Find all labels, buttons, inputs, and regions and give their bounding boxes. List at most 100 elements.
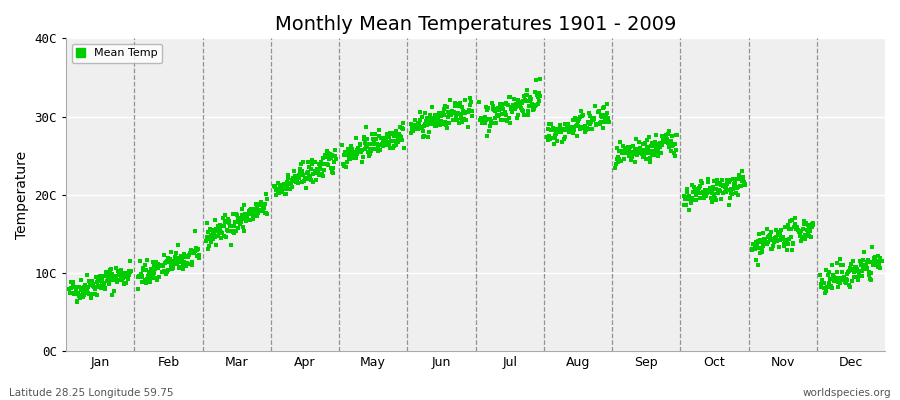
Point [425,114,439,121]
Point [614,158,628,164]
Point [593,113,608,119]
Point [515,99,529,106]
Point [446,108,461,115]
Point [724,190,739,197]
Point [635,147,650,153]
Point [258,191,273,198]
Point [491,113,505,119]
Point [865,259,879,265]
Point [836,261,850,268]
Point [71,293,86,299]
Point [248,206,262,212]
Point [783,218,797,224]
Point [114,277,129,284]
Point [461,109,475,115]
Point [323,165,338,171]
Point [646,148,661,154]
Point [737,179,751,185]
Point [438,119,453,125]
Point [492,112,507,118]
Point [303,166,318,172]
Point [786,239,800,246]
Point [444,112,458,118]
Point [867,255,881,262]
Point [777,243,791,249]
Point [644,148,659,154]
Point [703,188,717,194]
Point [722,202,736,208]
Point [680,196,695,202]
Point [172,264,186,271]
Point [272,186,286,193]
Point [422,114,436,121]
Point [250,205,265,212]
Point [315,173,329,179]
Point [356,136,371,142]
Point [166,258,181,264]
Point [80,272,94,278]
Point [564,127,579,134]
Point [414,114,428,120]
Point [112,270,127,276]
Point [561,120,575,127]
Point [162,259,176,265]
Point [67,291,81,297]
Point [698,186,713,193]
Point [86,282,101,289]
Point [590,121,604,128]
Point [815,277,830,283]
Point [173,254,187,261]
Point [225,223,239,229]
Point [252,202,266,208]
Point [824,283,838,290]
Point [66,278,80,285]
Point [475,120,490,126]
Point [449,114,464,120]
Point [379,141,393,148]
Point [849,264,863,270]
Point [480,133,494,139]
Point [118,270,132,276]
Point [524,96,538,102]
Point [654,133,669,139]
Point [756,243,770,250]
Point [357,134,372,140]
Point [437,102,452,109]
Point [862,272,877,278]
Point [796,226,810,232]
Point [207,230,221,237]
Point [309,170,323,176]
Point [201,229,215,236]
Point [184,247,198,253]
Point [700,176,715,182]
Point [184,247,198,253]
Point [584,119,598,126]
Point [491,105,506,111]
Point [147,270,161,276]
Point [112,277,127,283]
Point [850,266,864,272]
Point [159,259,174,265]
Point [232,216,247,223]
Point [793,230,807,236]
Point [548,131,562,137]
Point [640,136,654,143]
Point [660,139,674,145]
Point [281,175,295,182]
Point [522,102,536,109]
Point [789,226,804,232]
Point [171,254,185,261]
Point [372,133,386,139]
Point [134,270,148,277]
Point [544,120,558,127]
Point [113,272,128,279]
Point [239,218,254,224]
Point [644,142,658,149]
Point [445,109,459,115]
Point [276,186,291,192]
Point [123,269,138,275]
Point [523,94,537,100]
Point [208,216,222,223]
Point [770,234,784,240]
Point [282,181,296,188]
